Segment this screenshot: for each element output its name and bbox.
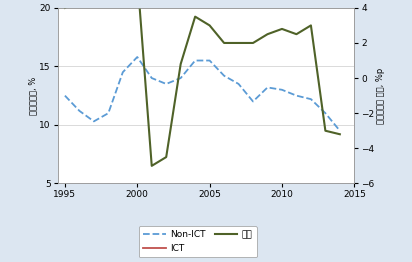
차이 bbox=[309, 24, 314, 27]
차이 bbox=[265, 33, 270, 36]
Y-axis label: 자본수익률 차이, %p: 자본수익률 차이, %p bbox=[376, 68, 385, 124]
차이 bbox=[323, 129, 328, 132]
Non-ICT bbox=[265, 86, 270, 89]
차이 bbox=[294, 33, 299, 36]
차이 bbox=[279, 27, 284, 30]
Non-ICT bbox=[63, 94, 68, 97]
차이 bbox=[164, 155, 169, 159]
차이 bbox=[193, 15, 198, 18]
차이 bbox=[337, 133, 342, 136]
Non-ICT bbox=[323, 112, 328, 115]
차이 bbox=[63, 6, 68, 9]
Non-ICT bbox=[222, 74, 227, 77]
Non-ICT bbox=[193, 59, 198, 62]
차이 bbox=[149, 164, 154, 167]
차이 bbox=[250, 41, 255, 45]
차이 bbox=[207, 24, 212, 27]
차이 bbox=[236, 41, 241, 45]
Non-ICT bbox=[309, 97, 314, 101]
Non-ICT bbox=[164, 82, 169, 85]
Non-ICT bbox=[294, 94, 299, 97]
Non-ICT bbox=[178, 77, 183, 80]
Non-ICT bbox=[149, 77, 154, 80]
차이 bbox=[222, 41, 227, 45]
Non-ICT bbox=[236, 82, 241, 85]
Non-ICT bbox=[207, 59, 212, 62]
Non-ICT bbox=[77, 109, 82, 112]
Non-ICT bbox=[337, 129, 342, 132]
Non-ICT bbox=[250, 100, 255, 103]
차이 bbox=[77, 0, 82, 1]
차이 bbox=[178, 62, 183, 66]
Non-ICT bbox=[91, 120, 96, 123]
Line: Non-ICT: Non-ICT bbox=[65, 57, 340, 131]
Non-ICT bbox=[120, 71, 125, 74]
Line: 차이: 차이 bbox=[65, 0, 340, 166]
Legend: Non-ICT, ICT, 차이: Non-ICT, ICT, 차이 bbox=[138, 226, 257, 258]
Non-ICT bbox=[106, 112, 111, 115]
차이 bbox=[106, 0, 111, 1]
Non-ICT bbox=[279, 88, 284, 91]
Y-axis label: 자본수익률, %: 자본수익률, % bbox=[29, 77, 38, 115]
Non-ICT bbox=[135, 56, 140, 59]
